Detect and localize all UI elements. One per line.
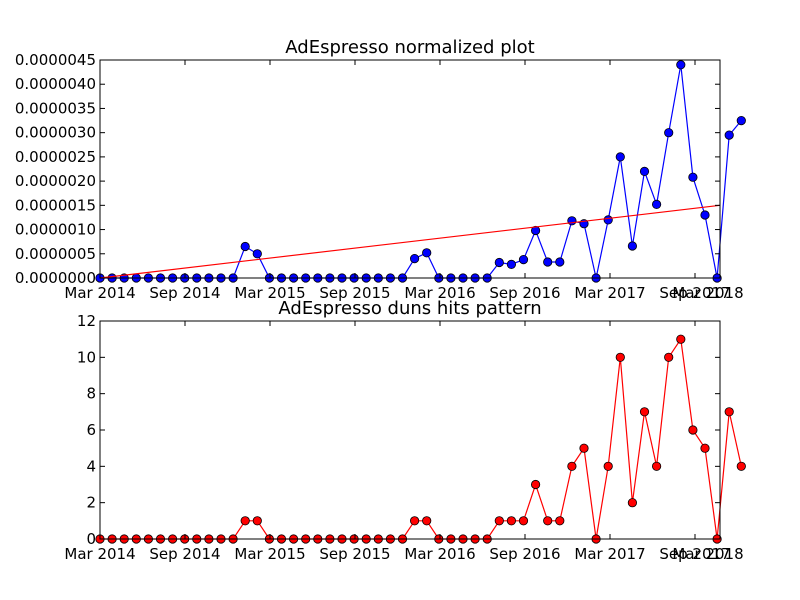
data-point xyxy=(422,516,432,526)
y-tick-label: 0.0000040 xyxy=(15,75,96,93)
data-point xyxy=(252,516,262,526)
data-point xyxy=(555,516,565,526)
y-tick-label: 6 xyxy=(86,421,96,439)
data-point xyxy=(567,461,577,471)
data-point xyxy=(688,172,698,182)
y-axis: 0 2 4 6 8 10 12 xyxy=(77,312,720,548)
data-point xyxy=(543,257,553,267)
data-point xyxy=(639,407,650,417)
y-tick-label: 0.0000035 xyxy=(15,99,96,117)
y-tick-label: 0.0000030 xyxy=(15,124,96,142)
duns-hits-pattern: AdEspresso duns hits pattern Mar 2014 Sep… xyxy=(64,298,746,563)
y-tick-label: 0.0000025 xyxy=(15,148,96,166)
x-tick-label: Mar 2015 xyxy=(234,284,305,302)
x-tick-label: Mar 2015 xyxy=(234,545,305,563)
data-point xyxy=(603,215,613,225)
x-tick-label: Mar 2017 xyxy=(574,545,645,563)
chart-title: AdEspresso normalized plot xyxy=(285,37,534,58)
data-point xyxy=(579,443,589,453)
data-point xyxy=(736,461,746,471)
data-point xyxy=(252,249,262,259)
data-point xyxy=(639,166,650,176)
trend-line xyxy=(99,204,721,279)
x-tick-label: Mar 2014 xyxy=(64,545,135,563)
data-point xyxy=(627,241,638,251)
axes-frame xyxy=(99,59,721,279)
x-axis: Mar 2014 Sep 2014 Mar 2015 Sep 2015 Mar 2016… xyxy=(64,321,744,563)
data-point xyxy=(567,216,577,226)
x-tick-label: Sep 2014 xyxy=(149,545,220,563)
data-point xyxy=(494,257,504,268)
series-line xyxy=(100,337,742,540)
x-tick-label: Sep 2014 xyxy=(149,284,220,302)
data-point xyxy=(676,60,686,70)
plot-area: Mar 2014 Sep 2014 Mar 2015 Sep 2015 Mar 2016… xyxy=(15,51,746,302)
x-tick-label: Mar 2016 xyxy=(404,545,475,563)
data-point xyxy=(664,352,674,362)
x-tick-label: Mar 2014 xyxy=(64,284,135,302)
data-point xyxy=(603,461,613,471)
data-point xyxy=(700,443,710,453)
y-tick-label: 0.0000005 xyxy=(15,245,96,263)
data-point xyxy=(506,516,516,526)
data-point xyxy=(724,407,734,417)
data-point xyxy=(543,516,553,526)
data-point xyxy=(240,241,250,252)
y-tick-label: 0.0000020 xyxy=(15,172,96,190)
x-tick-label: Mar 2017 xyxy=(574,284,645,302)
x-tick-label: Mar 2018 xyxy=(672,545,743,563)
x-tick-label: Sep 2017 xyxy=(659,545,730,563)
data-point xyxy=(518,516,529,526)
x-tick-label: Sep 2015 xyxy=(319,284,390,302)
data-point xyxy=(615,152,625,162)
data-point xyxy=(240,516,250,526)
x-axis: Mar 2014 Sep 2014 Mar 2015 Sep 2015 Mar 2016… xyxy=(64,60,744,302)
data-point xyxy=(555,257,565,267)
data-point xyxy=(409,254,420,264)
data-point xyxy=(494,516,504,526)
data-point xyxy=(688,425,698,435)
x-tick-label: Sep 2015 xyxy=(319,545,390,563)
data-point xyxy=(651,461,662,471)
y-axis: 0.0000000 0.0000005 0.0000010 0.0000015 0.00… xyxy=(15,51,720,287)
y-tick-label: 4 xyxy=(86,457,96,475)
data-point xyxy=(700,210,710,220)
data-point xyxy=(422,248,432,258)
x-tick-label: Sep 2016 xyxy=(489,284,560,302)
normalized-plot: AdEspresso normalized plot Mar 2014 Sep 2… xyxy=(15,37,746,302)
data-point xyxy=(530,479,541,490)
x-tick-label: Sep 2017 xyxy=(659,284,730,302)
x-tick-label: Mar 2016 xyxy=(404,284,475,302)
data-point xyxy=(615,352,625,362)
y-tick-label: 0.0000045 xyxy=(15,51,96,69)
data-point xyxy=(736,116,746,126)
x-tick-label: Sep 2016 xyxy=(489,545,560,563)
data-point xyxy=(676,334,686,344)
data-point xyxy=(530,225,541,236)
data-point xyxy=(409,516,420,526)
data-point xyxy=(651,199,662,209)
y-tick-label: 0.0000010 xyxy=(15,221,96,239)
axes-frame xyxy=(99,320,721,540)
y-tick-label: 0.0000015 xyxy=(15,196,96,214)
data-point xyxy=(664,128,674,138)
y-tick-label: 12 xyxy=(77,312,96,330)
plot-area: Mar 2014 Sep 2014 Mar 2015 Sep 2015 Mar 2016… xyxy=(64,312,746,563)
y-tick-label: 10 xyxy=(77,348,96,366)
x-tick-label: Mar 2018 xyxy=(672,284,743,302)
y-tick-label: 0 xyxy=(86,530,96,548)
data-point xyxy=(506,259,516,269)
data-point xyxy=(627,498,638,508)
y-tick-label: 2 xyxy=(86,494,96,512)
data-point xyxy=(724,130,734,140)
chart-title: AdEspresso duns hits pattern xyxy=(278,298,541,319)
y-tick-label: 0.0000000 xyxy=(15,269,96,287)
data-point xyxy=(518,255,529,265)
y-tick-label: 8 xyxy=(86,385,96,403)
